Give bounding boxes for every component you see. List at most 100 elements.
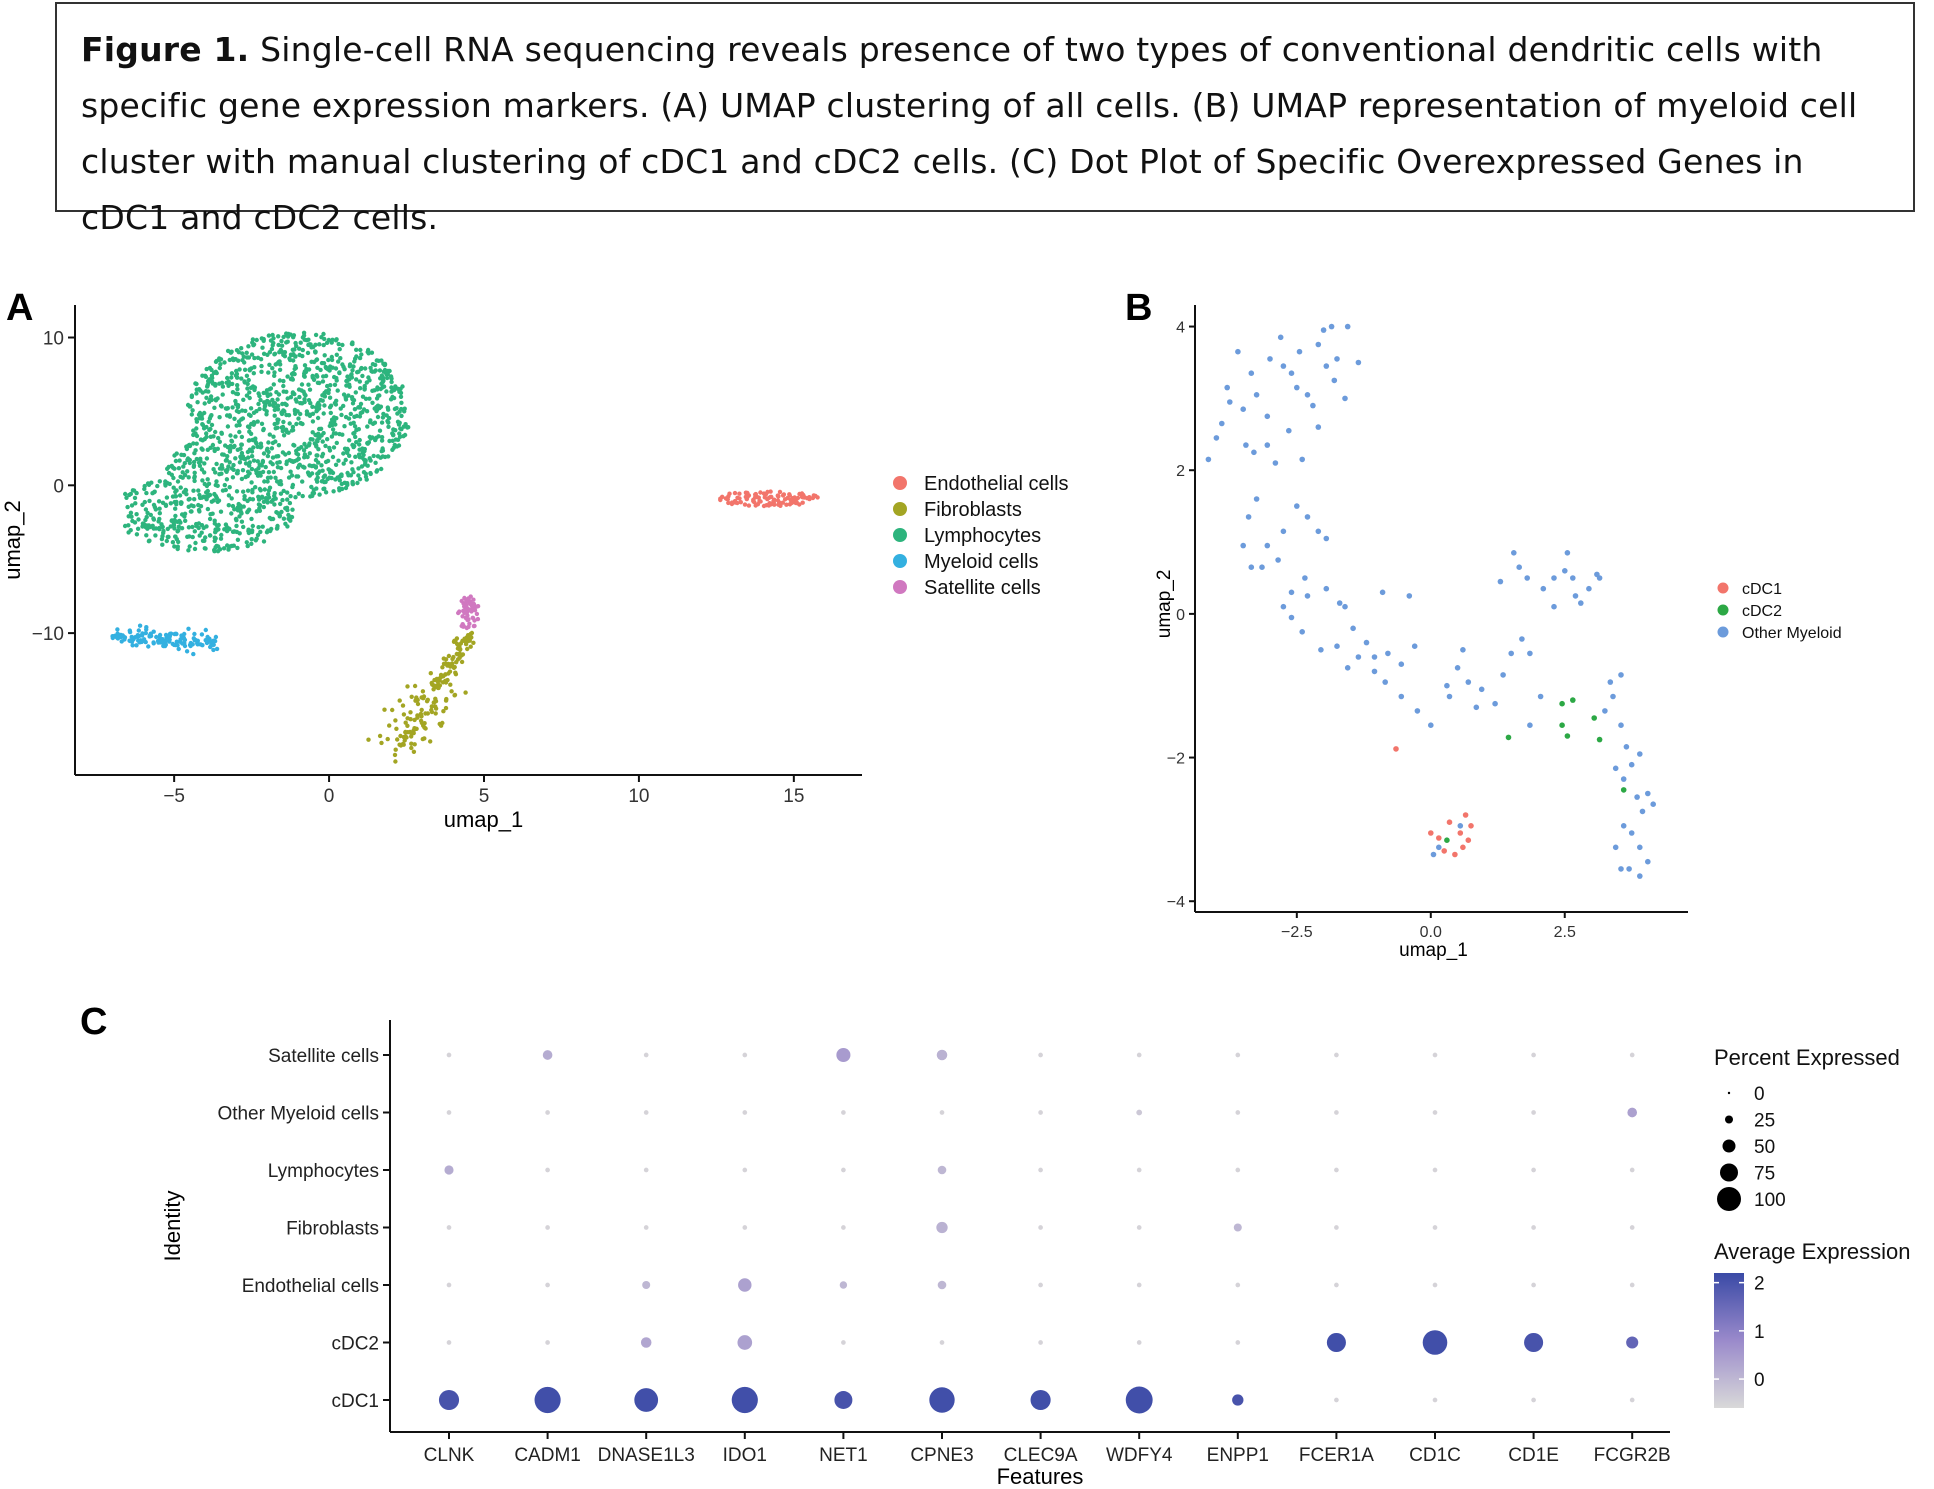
panel-c-dot [836, 1047, 851, 1063]
panel-a-point [287, 500, 293, 506]
panel-a-point [745, 494, 750, 499]
panel-a-point [400, 703, 406, 708]
panel-a-point [244, 355, 250, 360]
panel-a-point [277, 481, 282, 487]
panel-a-point [385, 736, 390, 742]
panel-b-point [1280, 603, 1287, 610]
panel-a-point [164, 538, 169, 544]
panel-a-point [297, 346, 302, 351]
panel-a-point [176, 539, 181, 545]
panel-b-point [1454, 665, 1461, 671]
panel-c-size-legend-label: 100 [1754, 1190, 1786, 1211]
panel-a-point [376, 393, 381, 398]
panel-a-point [169, 463, 174, 469]
panel-b-point [1462, 812, 1469, 818]
panel-b-point [1342, 603, 1348, 610]
panel-a-point [268, 460, 273, 465]
panel-a-point [225, 454, 230, 459]
panel-b-point [1436, 835, 1442, 841]
panel-a-point [259, 494, 265, 499]
panel-a-point [370, 369, 375, 374]
panel-a-point [197, 416, 203, 421]
panel-a-point [395, 411, 400, 416]
panel-a-point [260, 345, 265, 350]
panel-c-dot [438, 1389, 460, 1411]
panel-a-point [281, 419, 286, 425]
panel-b-x-tick-label: 0.0 [1420, 924, 1442, 941]
panel-a-point [144, 625, 149, 630]
panel-a-point [235, 545, 240, 551]
panel-a-point [213, 530, 218, 535]
panel-a-point [167, 631, 173, 636]
panel-a-legend-label: Satellite cells [924, 577, 1041, 599]
panel-c-dot [737, 1335, 753, 1350]
panel-a-point [211, 647, 216, 653]
panel-b-point [1310, 402, 1316, 409]
panel-a-point [229, 371, 235, 376]
panel-a-point [249, 516, 254, 522]
panel-a-point [239, 376, 244, 381]
panel-a-point [223, 458, 229, 463]
panel-a-point [368, 471, 373, 477]
panel-a-point [316, 431, 321, 436]
panel-a-point [140, 521, 146, 526]
panel-a-point [247, 429, 252, 434]
panel-c-dot [1629, 1225, 1635, 1230]
panel-a-point [227, 460, 232, 465]
panel-a-point [350, 401, 356, 406]
panel-a-point [296, 446, 302, 451]
panel-a-point [246, 508, 251, 514]
panel-a-point [299, 388, 304, 393]
panel-a-point [285, 497, 290, 502]
panel-a-point [250, 497, 256, 502]
panel-a-point [244, 373, 250, 378]
panel-c-dot [1531, 1167, 1536, 1173]
panel-a-point [373, 362, 378, 368]
panel-a-point [148, 512, 153, 518]
panel-a-point [419, 720, 425, 726]
panel-c-dot [1038, 1340, 1043, 1345]
panel-c-dot [444, 1165, 454, 1175]
panel-a-point [214, 646, 220, 652]
panel-a-point [298, 420, 303, 426]
panel-a-point [182, 631, 187, 637]
panel-a-point [377, 733, 383, 739]
panel-a-point [119, 639, 124, 644]
panel-a-point [394, 726, 399, 731]
panel-a-point [181, 635, 186, 640]
panel-a-point [469, 635, 474, 640]
panel-c-dot [642, 1280, 651, 1290]
panel-b-point [1465, 837, 1472, 843]
panel-a-point [269, 516, 274, 522]
panel-a-point [327, 395, 333, 400]
panel-a-point [206, 378, 211, 384]
panel-c-x-axis-title: Features [997, 1464, 1084, 1489]
panel-a-point [182, 461, 187, 466]
panel-a-point [352, 424, 358, 429]
panel-a-point [191, 464, 196, 469]
panel-b-point [1612, 765, 1619, 772]
panel-a-point [370, 400, 375, 405]
panel-a-point [227, 413, 232, 418]
panel-a-point [245, 386, 250, 391]
panel-a-point [450, 656, 455, 662]
panel-a-point [331, 489, 336, 494]
panel-c-dot-plot: Satellite cells Other Myeloid cells Lympho… [160, 1020, 1911, 1489]
panel-a-point [409, 694, 414, 699]
panel-a-point [252, 355, 257, 361]
panel-a-point [205, 506, 211, 512]
panel-a-point [207, 427, 212, 433]
panel-a-point [349, 375, 355, 380]
panel-a-point [302, 363, 308, 368]
panel-a-point [346, 473, 351, 478]
panel-a-point [372, 406, 377, 411]
panel-a-point [295, 409, 300, 414]
panel-a-point [336, 458, 341, 463]
panel-a-point [321, 342, 326, 348]
panel-a-point [259, 336, 264, 341]
panel-c-dot [1629, 1282, 1635, 1288]
panel-a-point [254, 469, 259, 474]
panel-b-point [1328, 323, 1335, 330]
panel-a-point [204, 640, 210, 645]
panel-a-point [192, 474, 197, 479]
